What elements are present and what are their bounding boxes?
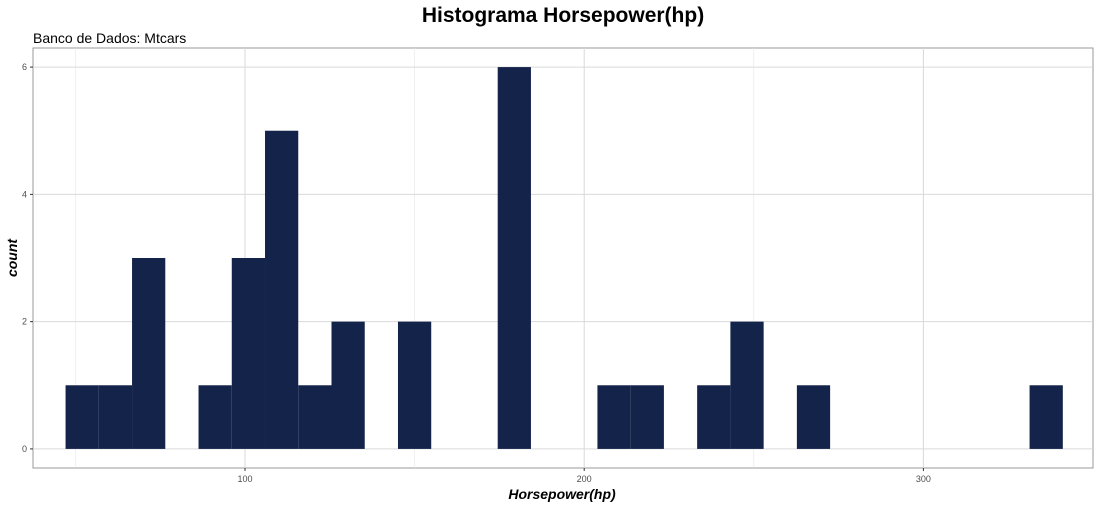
histogram-bar [198,385,232,449]
histogram-bar [697,385,731,449]
y-tick-label: 4 [22,189,27,199]
histogram-bar [796,385,831,449]
y-tick-label: 0 [22,444,27,454]
histogram-bar [597,385,631,449]
y-tick-label: 6 [22,62,27,72]
y-axis-ticks: 0 2 4 6 [22,62,33,454]
histogram-bar [132,258,166,449]
histogram-bar [98,385,133,449]
histogram-bar [65,385,99,449]
chart-subtitle: Banco de Dados: Mtcars [33,30,187,46]
plot-panel [32,47,1094,469]
y-axis-label: count [4,238,20,277]
histogram-bar [231,258,266,449]
histogram-bar [630,385,664,449]
x-tick-label: 300 [916,474,931,484]
histogram-bar [265,130,299,449]
chart-title: Histograma Horsepower(hp) [421,4,705,27]
histogram-bars [65,67,1063,449]
x-tick-label: 200 [577,474,592,484]
histogram-bar [497,67,531,449]
x-axis-ticks: 100 200 300 [237,468,931,484]
histogram-bar [1029,385,1063,449]
x-tick-label: 100 [237,474,252,484]
histogram-bar [730,321,764,449]
y-tick-label: 2 [22,317,27,327]
histogram-bar [298,385,332,449]
histogram-bar [331,321,365,449]
histogram-bar [397,321,432,449]
x-axis-label: Horsepower(hp) [508,486,616,502]
